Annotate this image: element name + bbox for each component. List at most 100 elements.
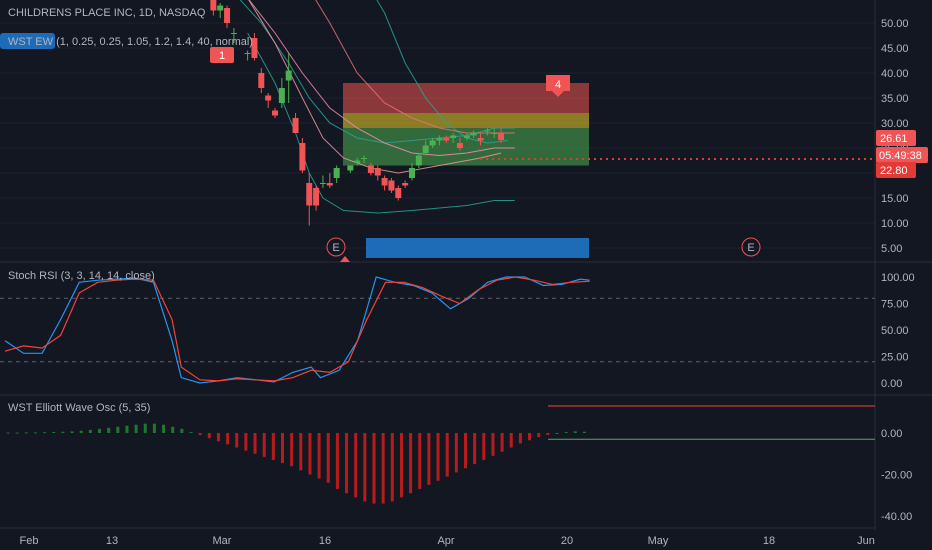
candle-body-33 [443,138,450,141]
osc-bar-53 [491,433,495,456]
osc-bar-31 [290,433,294,467]
candle-body-29 [415,155,422,166]
osc-bar-49 [454,433,458,473]
candle-body-22 [367,165,374,173]
osc-bar-37 [345,433,349,494]
osc-bar-24 [226,433,230,445]
earnings-arrow [340,256,350,262]
earnings-marker-1[interactable]: E [326,237,346,257]
osc-bar-41 [381,433,385,504]
stoch-tick-0: 100.00 [881,272,915,284]
earnings-marker-2-text: E [747,242,754,254]
target-price-text: 22.80 [880,165,908,177]
price-panel[interactable] [0,0,875,258]
candle-body-11 [285,70,292,81]
osc-bar-3 [33,432,37,434]
osc-bar-40 [372,433,376,504]
osc-bar-30 [281,433,284,464]
osc-bar-19 [180,428,184,433]
candle-body-8 [265,95,272,101]
candle-body-7 [258,73,265,88]
candle-body-2 [217,5,224,11]
osc-bar-11 [107,427,111,433]
candle-body-36 [463,135,470,138]
candle-body-32 [436,138,443,141]
osc-bar-51 [473,433,477,465]
candle-body-40 [491,133,498,134]
candle-body-38 [477,138,484,141]
band-teal-long [376,0,508,144]
osc-bar-29 [271,433,275,460]
stoch-tick-4: 0.00 [881,378,902,390]
time-tick-8: Jun [857,535,875,547]
time-tick-6: May [648,535,669,547]
osc-bar-62 [573,431,577,433]
wave-label-1[interactable]: 1 [210,47,234,63]
osc-bar-8 [79,430,83,433]
target-price-tag: 22.80 [876,162,916,178]
osc-bar-61 [564,431,568,433]
osc-bar-43 [399,433,403,498]
candle-body-5 [244,53,251,54]
candle-body-10 [278,88,285,103]
osc-bar-58 [537,433,541,438]
osc-bar-16 [152,423,156,433]
osc-bar-28 [262,433,266,457]
candle-body-30 [422,145,429,153]
osc-bar-60 [555,433,559,434]
candle-body-3 [224,8,231,23]
osc-bar-17 [162,424,166,433]
time-tick-3: 16 [319,535,331,547]
last-price-tag: 26.61 [876,130,916,146]
osc-bar-59 [546,433,550,436]
candle-body-16 [319,183,326,184]
earnings-marker-2[interactable]: E [741,237,761,257]
osc-bar-36 [335,433,339,490]
candle-body-34 [450,135,457,138]
candle-body-20 [354,160,361,163]
earnings-marker-1-text: E [332,242,339,254]
candle-body-15 [313,188,320,206]
band-ma [248,0,515,157]
stoch-rsi-title: Stoch RSI (3, 3, 14, 14, close) [8,270,155,282]
candle-body-19 [347,165,354,171]
osc-bar-18 [171,426,175,433]
ew-blue-marker [0,33,55,49]
osc-bar-52 [482,433,486,460]
candle-body-9 [272,110,278,116]
time-tick-7: 18 [763,535,775,547]
candle-body-25 [388,180,395,191]
osc-bar-33 [308,433,312,475]
candle-body-24 [381,178,388,186]
time-tick-1: 13 [106,535,118,547]
osc-bar-1 [15,432,19,434]
stoch-rsi-panel[interactable] [0,276,875,384]
osc-bar-45 [418,433,422,490]
osc-tick-2: -40.00 [881,511,912,523]
price-tick-4: 30.00 [881,118,909,130]
osc-bar-5 [52,431,56,433]
ew-indicator-title: WST EW (1, 0.25, 0.25, 1.05, 1.2, 1.4, 4… [8,36,253,48]
osc-bar-54 [500,433,504,452]
osc-bar-15 [143,423,147,433]
candle-body-28 [409,168,415,178]
osc-bar-63 [582,431,586,433]
elliott-osc-title: WST Elliott Wave Osc (5, 35) [8,402,150,414]
osc-bar-38 [354,433,358,498]
wave-label-1-text: 1 [219,50,225,62]
osc-bar-35 [326,433,330,483]
osc-bar-47 [436,433,440,481]
wave-label-4[interactable]: 4 [546,75,570,97]
osc-bar-10 [98,428,101,433]
candle-body-21 [361,158,368,159]
price-tick-9: 5.00 [881,243,902,255]
osc-bar-32 [299,433,303,471]
osc-bar-9 [88,429,92,433]
time-tick-2: Mar [213,535,232,547]
elliott-wave-osc-panel[interactable] [6,405,876,504]
time-tick-4: Apr [437,535,454,547]
osc-bar-48 [445,433,449,477]
candle-body-6 [251,38,258,58]
osc-bar-27 [253,433,257,454]
candle-body-17 [326,183,333,186]
